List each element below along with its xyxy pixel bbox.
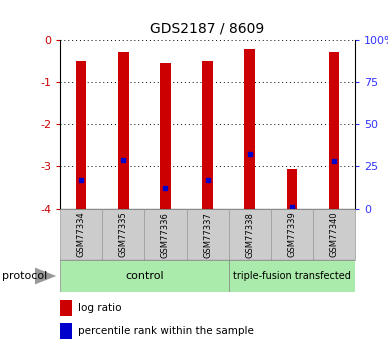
Text: log ratio: log ratio [78, 303, 121, 313]
Text: protocol: protocol [2, 271, 47, 281]
Bar [102, 209, 144, 260]
Text: GSM77338: GSM77338 [245, 212, 254, 257]
Text: GSM77337: GSM77337 [203, 212, 212, 257]
Bar [229, 260, 355, 292]
Bar [60, 299, 72, 316]
Bar [202, 61, 213, 209]
Text: triple-fusion transfected: triple-fusion transfected [233, 271, 351, 281]
Bar [60, 209, 102, 260]
Bar [229, 209, 271, 260]
Text: control: control [125, 271, 164, 281]
Bar [160, 63, 171, 209]
Bar [60, 260, 229, 292]
Text: percentile rank within the sample: percentile rank within the sample [78, 326, 254, 336]
Text: GSM77336: GSM77336 [161, 212, 170, 257]
Bar [76, 61, 87, 209]
Bar [244, 49, 255, 209]
Text: GSM77334: GSM77334 [77, 212, 86, 257]
Bar [187, 209, 229, 260]
Bar [287, 169, 297, 209]
Bar [60, 323, 72, 339]
Text: GSM77340: GSM77340 [329, 212, 338, 257]
Text: GSM77335: GSM77335 [119, 212, 128, 257]
Bar [329, 51, 339, 209]
Bar [118, 51, 128, 209]
Polygon shape [35, 268, 56, 284]
Title: GDS2187 / 8609: GDS2187 / 8609 [151, 22, 265, 36]
Bar [313, 209, 355, 260]
Text: GSM77339: GSM77339 [288, 212, 296, 257]
Bar [271, 209, 313, 260]
Bar [144, 209, 187, 260]
